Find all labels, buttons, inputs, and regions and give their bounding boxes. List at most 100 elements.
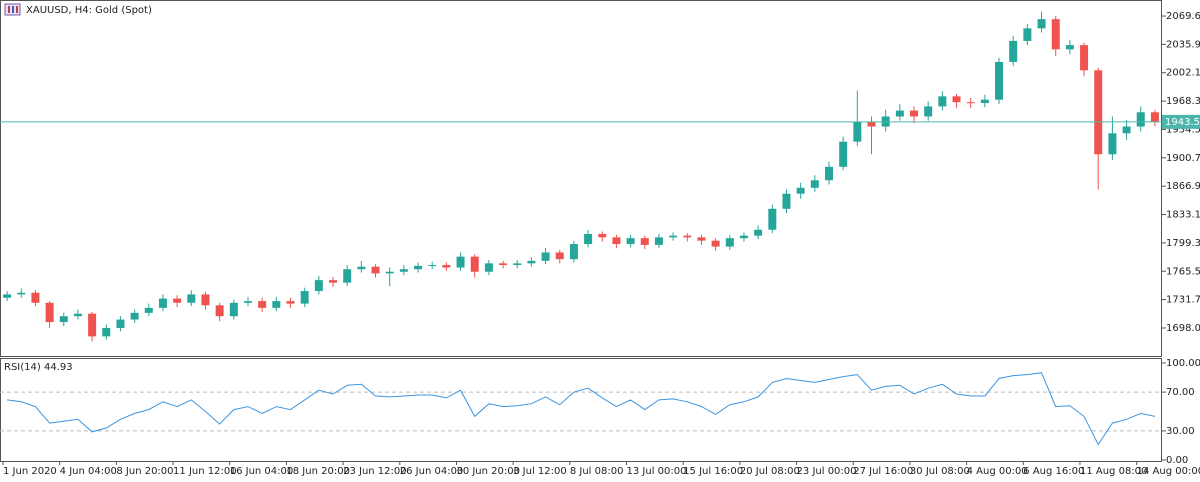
y-tick-label: 1833.16 (1166, 210, 1200, 221)
chart-title: XAUUSD, H4: Gold (Spot) (26, 5, 152, 16)
candle-body (895, 110, 904, 117)
candle-body (173, 298, 182, 303)
candle-body (739, 235, 748, 239)
candle-body (952, 96, 961, 103)
candle-body (1108, 133, 1117, 155)
y-tick-label: 2069.69 (1166, 11, 1200, 22)
candle-body (796, 187, 805, 194)
x-tick-label: 27 Jul 16:00 (853, 466, 913, 477)
y-tick-label: 1698.00 (1166, 323, 1200, 334)
candle-body (569, 244, 578, 260)
x-tick-label: 26 Jun 04:00 (400, 466, 464, 477)
candle-body (456, 256, 465, 268)
candle-body (399, 269, 408, 272)
candle-body (640, 238, 649, 245)
candle-body (329, 280, 338, 283)
candle-body (867, 121, 876, 127)
candle-body (258, 301, 267, 308)
candle-body (484, 263, 493, 272)
candle-body (130, 312, 139, 320)
candle-body (584, 233, 593, 245)
candle-body (541, 252, 550, 261)
candle-body (158, 298, 167, 308)
last-price-box (1162, 114, 1200, 129)
x-tick-label: 11 Jun 12:00 (173, 466, 237, 477)
y-tick-label: 1900.74 (1166, 153, 1200, 164)
candle-body (343, 269, 352, 283)
candle-body (385, 271, 394, 274)
x-tick-label: 4 Aug 00:00 (967, 466, 1028, 477)
candle-body (1136, 112, 1145, 127)
candle-body (3, 294, 12, 298)
candle-body (414, 265, 423, 270)
candle-body (442, 265, 451, 268)
x-tick-label: 16 Jun 04:00 (230, 466, 294, 477)
x-tick-label: 11 Aug 08:00 (1080, 466, 1147, 477)
x-tick-label: 30 Jun 20:00 (456, 466, 520, 477)
candle-body (272, 301, 281, 308)
y-tick-label: 1799.37 (1166, 238, 1200, 249)
candle-body (73, 313, 82, 317)
candle-body (1094, 70, 1103, 155)
candle-body (768, 208, 777, 230)
candle-body (1150, 112, 1159, 122)
candle-body (754, 229, 763, 236)
candle-body (31, 292, 40, 303)
candle-body (88, 313, 97, 337)
candle-body (1065, 45, 1074, 50)
x-tick-label: 8 Jul 08:00 (570, 466, 624, 477)
x-tick-label: 4 Jun 04:00 (60, 466, 117, 477)
x-tick-label: 8 Jun 20:00 (116, 466, 173, 477)
candle-body (300, 291, 309, 304)
candle-body (995, 61, 1004, 100)
candle-body (669, 235, 678, 238)
y-tick-label: 100.00 (1166, 358, 1200, 369)
candle-body (938, 96, 947, 107)
y-tick-label: 1934.54 (1166, 124, 1200, 135)
rsi-pane-frame (0, 358, 1162, 462)
candle-body (102, 327, 111, 337)
y-tick-label: 1765.58 (1166, 266, 1200, 277)
y-tick-label: 2002.11 (1166, 68, 1200, 79)
y-tick-label: 1866.95 (1166, 181, 1200, 192)
x-tick-label: 20 Jul 08:00 (740, 466, 800, 477)
candle-body (1080, 45, 1089, 71)
candle-body (513, 263, 522, 266)
candle-body (697, 237, 706, 241)
candle-body (371, 266, 380, 274)
candle-body (711, 240, 720, 247)
y-tick-label: 1968.32 (1166, 96, 1200, 107)
candle-body (428, 265, 437, 267)
candle-body (555, 252, 564, 260)
candle-body (924, 106, 933, 117)
candle-body (45, 302, 54, 323)
candle-body (782, 193, 791, 209)
candle-body (824, 166, 833, 181)
x-tick-label: 30 Jul 08:00 (910, 466, 970, 477)
symbol-icon (4, 3, 21, 16)
x-tick-label: 1 Jun 2020 (3, 466, 57, 477)
candle-body (1009, 40, 1018, 62)
candle-body (1023, 28, 1032, 41)
candle-body (1051, 19, 1060, 50)
candle-body (654, 237, 663, 245)
candle-body (17, 292, 26, 295)
candle-body (980, 99, 989, 104)
candle-body (201, 294, 210, 306)
y-tick-label: 1731.79 (1166, 295, 1200, 306)
candle-body (810, 180, 819, 188)
x-tick-label: 18 Jun 20:00 (286, 466, 350, 477)
x-tick-label: 15 Jul 16:00 (683, 466, 743, 477)
x-tick-label: 3 Jul 12:00 (513, 466, 567, 477)
candle-body (470, 256, 479, 272)
y-tick-label: 30.00 (1166, 426, 1195, 437)
candle-body (1037, 19, 1046, 29)
candle-body (286, 301, 295, 304)
candle-body (966, 102, 975, 104)
candle-body (187, 294, 196, 303)
x-tick-label: 23 Jun 12:00 (343, 466, 407, 477)
candle-body (725, 238, 734, 247)
price-pane-frame (0, 0, 1162, 357)
candle-body (314, 280, 323, 292)
